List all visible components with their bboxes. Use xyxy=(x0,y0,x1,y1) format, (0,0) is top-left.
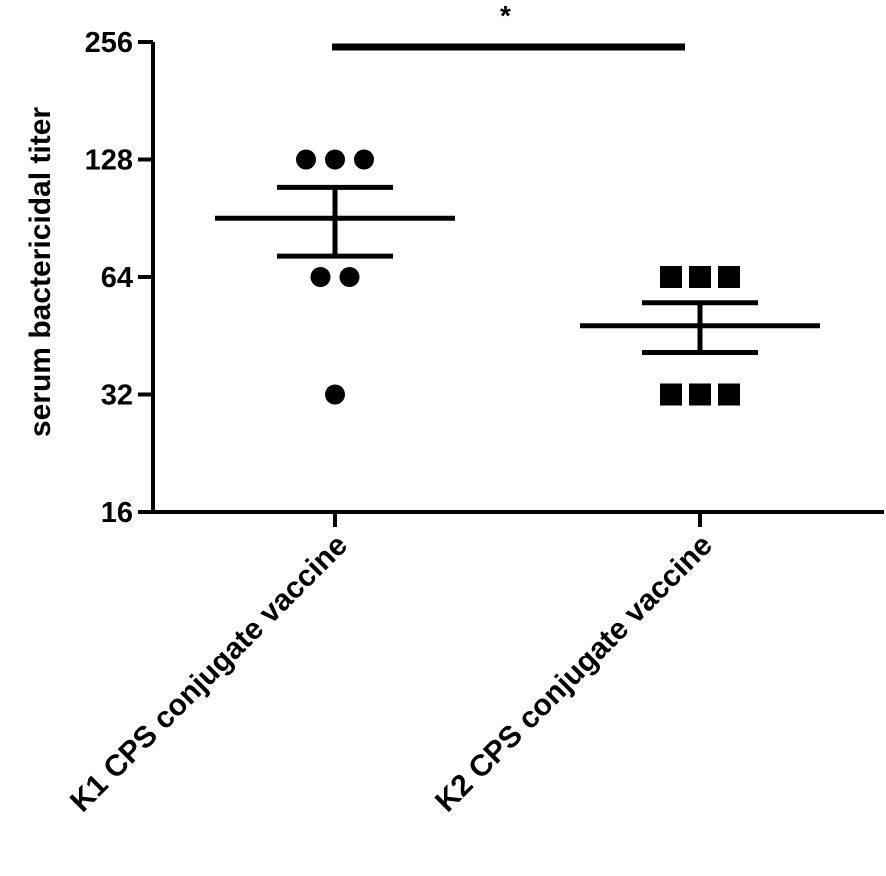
y-tick-label: 64 xyxy=(101,262,133,294)
y-tick-label: 32 xyxy=(101,380,133,412)
x-category-label: K2 CPS conjugate vaccine xyxy=(429,529,719,819)
data-point-circle xyxy=(339,267,360,287)
y-ticks: 16 32 64 128 256 xyxy=(85,27,153,529)
x-ticks: K1 CPS conjugate vaccine K2 CPS conjugate… xyxy=(64,512,719,818)
data-point-square xyxy=(718,266,740,288)
data-points xyxy=(296,149,740,406)
data-point-circle xyxy=(296,149,316,170)
data-point-square xyxy=(660,383,682,406)
y-axis-title: serum bactericidal titer xyxy=(24,107,57,437)
data-point-circle xyxy=(310,267,331,287)
data-point-circle xyxy=(354,149,374,170)
significance-star: * xyxy=(500,0,511,31)
data-point-circle xyxy=(325,149,345,170)
data-point-circle xyxy=(325,384,345,405)
mean-sem-bars xyxy=(215,184,820,355)
axes xyxy=(151,42,884,514)
y-tick-label: 16 xyxy=(101,497,133,529)
data-point-square xyxy=(689,266,711,288)
data-point-square xyxy=(689,383,711,406)
data-point-square xyxy=(718,383,740,406)
significance-annotation: * xyxy=(332,0,685,51)
y-tick-label: 128 xyxy=(85,145,133,177)
y-tick-label: 256 xyxy=(85,27,133,59)
x-category-label: K1 CPS conjugate vaccine xyxy=(64,529,354,819)
data-point-square xyxy=(660,266,682,288)
